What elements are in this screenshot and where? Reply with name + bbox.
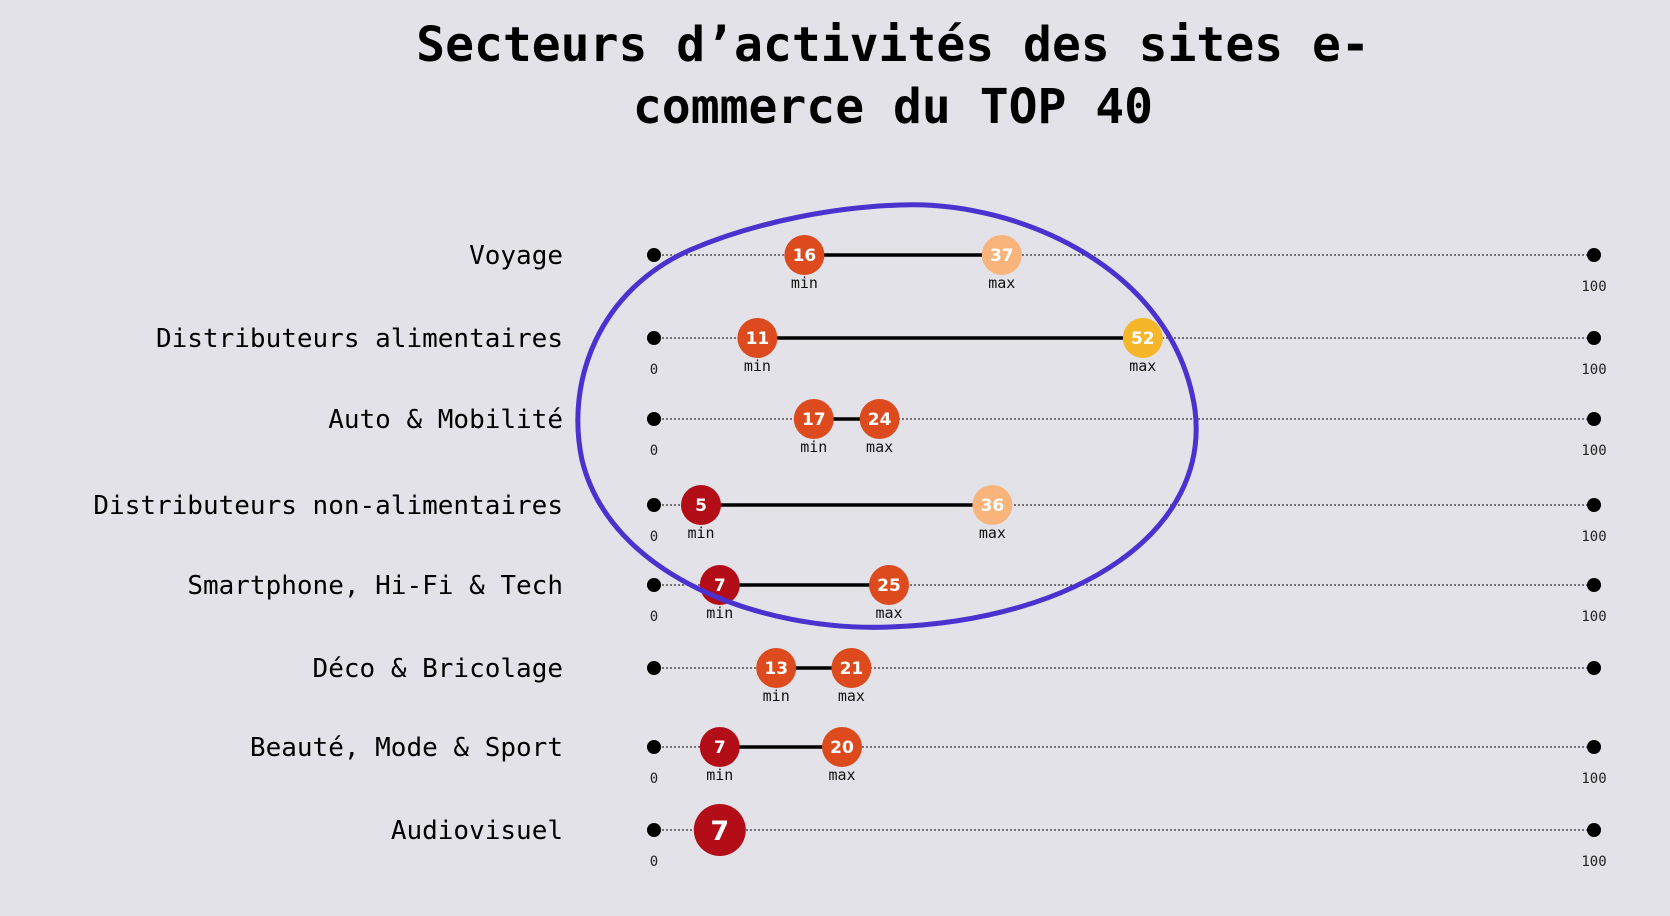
category-label: Voyage	[469, 241, 563, 271]
axis-start-label: 0	[650, 854, 658, 870]
category-label: Audiovisuel	[391, 816, 563, 846]
axis-end-dot	[1587, 578, 1601, 592]
min-value-label: 7	[714, 738, 726, 758]
min-dot	[699, 727, 740, 767]
chart-row: Distributeurs alimentaires 0 100 11 min 52 max	[156, 318, 1607, 378]
max-value-label: 25	[877, 576, 901, 596]
axis-end-label: 100	[1581, 771, 1606, 787]
max-value-label: 36	[981, 496, 1005, 516]
chart-title: Secteurs d’activités des sites e- commer…	[0, 14, 1670, 138]
max-tag: max	[866, 438, 893, 456]
axis-start-dot	[647, 823, 661, 837]
annotation-ellipse	[575, 202, 1199, 630]
axis-end-label: 100	[1581, 443, 1606, 459]
chart-row: Audiovisuel 0 100 7	[391, 804, 1607, 870]
max-dot	[972, 485, 1013, 525]
category-label: Distributeurs non-alimentaires	[93, 491, 563, 521]
min-value-label: 7	[714, 576, 726, 596]
axis-start-dot	[647, 740, 661, 754]
chart-row: Smartphone, Hi-Fi & Tech 0 100 7 min 25 max	[187, 565, 1607, 625]
max-value-label: 24	[868, 410, 892, 430]
axis-start-dot	[647, 578, 661, 592]
min-value-label: 11	[746, 329, 770, 349]
max-tag: max	[838, 687, 865, 705]
axis-end-dot	[1587, 248, 1601, 262]
axis-start-label: 0	[650, 443, 658, 459]
axis-end-label: 100	[1581, 529, 1606, 545]
max-tag: max	[828, 766, 855, 784]
chart-title-line-1: Secteurs d’activités des sites e-	[416, 17, 1370, 73]
max-tag: max	[979, 524, 1006, 542]
category-label: Smartphone, Hi-Fi & Tech	[187, 571, 563, 601]
min-dot	[784, 235, 825, 275]
min-value-label: 16	[793, 246, 817, 266]
axis-end-dot	[1587, 498, 1601, 512]
axis-end-dot	[1587, 412, 1601, 426]
value-dot	[693, 804, 746, 856]
min-tag: min	[706, 604, 733, 622]
axis-start-dot	[647, 412, 661, 426]
chart-row: Beauté, Mode & Sport 0 100 7 min 20 max	[250, 727, 1607, 787]
min-tag: min	[763, 687, 790, 705]
min-tag: min	[687, 524, 714, 542]
axis-end-dot	[1587, 740, 1601, 754]
max-value-label: 52	[1131, 329, 1155, 349]
axis-end-label: 100	[1581, 609, 1606, 625]
axis-start-dot	[647, 248, 661, 262]
axis-end-label: 100	[1581, 362, 1606, 378]
max-dot	[869, 565, 909, 605]
category-label: Beauté, Mode & Sport	[250, 733, 563, 763]
max-dot	[859, 399, 900, 439]
axis-start-dot	[647, 661, 661, 675]
axis-start-label: 0	[650, 609, 658, 625]
axis-start-label: 0	[650, 362, 658, 378]
chart-row: Auto & Mobilité 0 100 17 min 24 max	[328, 399, 1607, 459]
chart-row: Distributeurs non-alimentaires 0 100 5 min 36…	[93, 485, 1607, 545]
min-tag: min	[744, 357, 771, 375]
min-dot	[793, 399, 834, 439]
min-value-label: 5	[695, 496, 707, 516]
axis-end-dot	[1587, 823, 1601, 837]
max-dot	[1122, 318, 1163, 358]
axis-end-dot	[1587, 331, 1601, 345]
axis-start-dot	[647, 331, 661, 345]
chart-title-line-2: commerce du TOP 40	[632, 79, 1154, 135]
min-tag: min	[706, 766, 733, 784]
axis-start-dot	[647, 498, 661, 512]
max-dot	[831, 648, 872, 688]
min-dot	[756, 648, 797, 688]
min-value-label: 17	[802, 410, 826, 430]
value-dot-label: 7	[710, 816, 729, 847]
axis-end-label: 100	[1581, 279, 1606, 295]
min-value-label: 13	[764, 659, 788, 679]
max-value-label: 20	[830, 738, 854, 758]
min-tag: min	[800, 438, 827, 456]
axis-start-label: 0	[650, 771, 658, 787]
max-dot	[822, 727, 862, 767]
min-tag: min	[791, 274, 818, 292]
max-dot	[981, 235, 1022, 275]
min-dot	[737, 318, 778, 358]
category-label: Déco & Bricolage	[313, 654, 563, 684]
max-value-label: 37	[990, 246, 1014, 266]
max-tag: max	[875, 604, 902, 622]
chart-row: Voyage 100 16 min 37 max	[469, 235, 1607, 295]
axis-end-label: 100	[1581, 854, 1606, 870]
category-label: Auto & Mobilité	[328, 405, 563, 435]
category-label: Distributeurs alimentaires	[156, 324, 563, 354]
max-value-label: 21	[840, 659, 864, 679]
chart-row: Déco & Bricolage 13 min 21 max	[313, 648, 1601, 705]
axis-start-label: 0	[650, 529, 658, 545]
min-dot	[681, 485, 721, 525]
max-tag: max	[988, 274, 1015, 292]
max-tag: max	[1129, 357, 1156, 375]
axis-end-dot	[1587, 661, 1601, 675]
